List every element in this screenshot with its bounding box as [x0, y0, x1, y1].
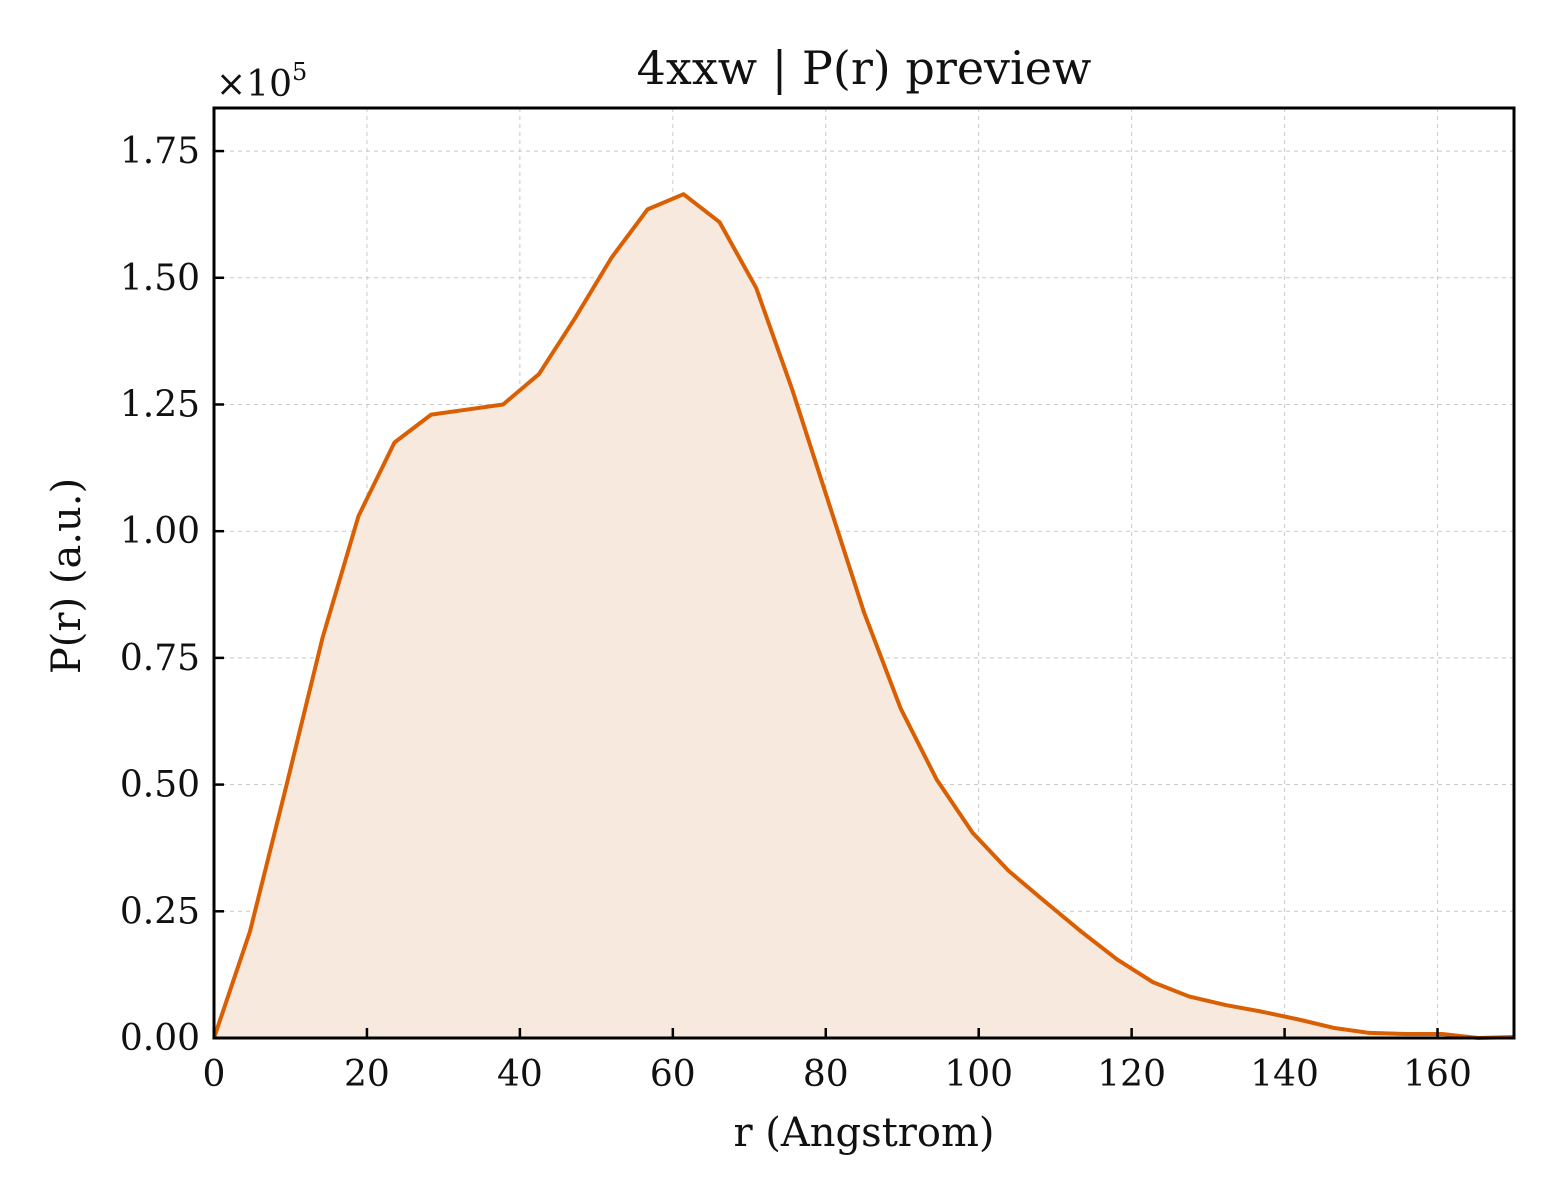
x-tick-label: 20 — [344, 1054, 390, 1095]
y-tick-label: 0.00 — [120, 1018, 200, 1059]
x-tick-label: 100 — [944, 1054, 1013, 1095]
y-tick-label: 1.50 — [120, 258, 200, 299]
x-tick-labels: 0 20 40 60 80 100 120 140 160 — [203, 1054, 1472, 1095]
pr-line — [212, 192, 1515, 1040]
y-tick-label: 1.25 — [120, 384, 200, 425]
x-tick-label: 40 — [497, 1054, 543, 1095]
y-tick-label: 1.00 — [120, 511, 200, 552]
y-tick-label: 0.50 — [120, 765, 200, 806]
chart-title: 4xxw | P(r) preview — [637, 41, 1092, 95]
x-tick-label: 140 — [1250, 1054, 1319, 1095]
x-tick-label: 80 — [803, 1054, 849, 1095]
x-tick-label: 160 — [1403, 1054, 1472, 1095]
axis-ticks — [212, 149, 1439, 1040]
y-tick-label: 0.25 — [120, 891, 200, 932]
plot-frame — [212, 106, 1516, 1040]
x-tick-label: 120 — [1097, 1054, 1166, 1095]
y-tick-label: 1.75 — [120, 131, 200, 172]
y-tick-label: 0.75 — [120, 638, 200, 679]
y-tick-labels: 0.00 0.25 0.50 0.75 1.00 1.25 1.50 1.75 — [120, 131, 200, 1059]
x-tick-label: 60 — [650, 1054, 696, 1095]
y-multiplier: ×105 — [216, 58, 307, 105]
y-multiplier-exponent: 5 — [292, 58, 307, 86]
x-axis-label: r (Angstrom) — [733, 1110, 994, 1156]
y-axis-label: P(r) (a.u.) — [44, 478, 90, 674]
y-multiplier-base: ×10 — [216, 64, 292, 105]
x-tick-label: 0 — [203, 1054, 226, 1095]
